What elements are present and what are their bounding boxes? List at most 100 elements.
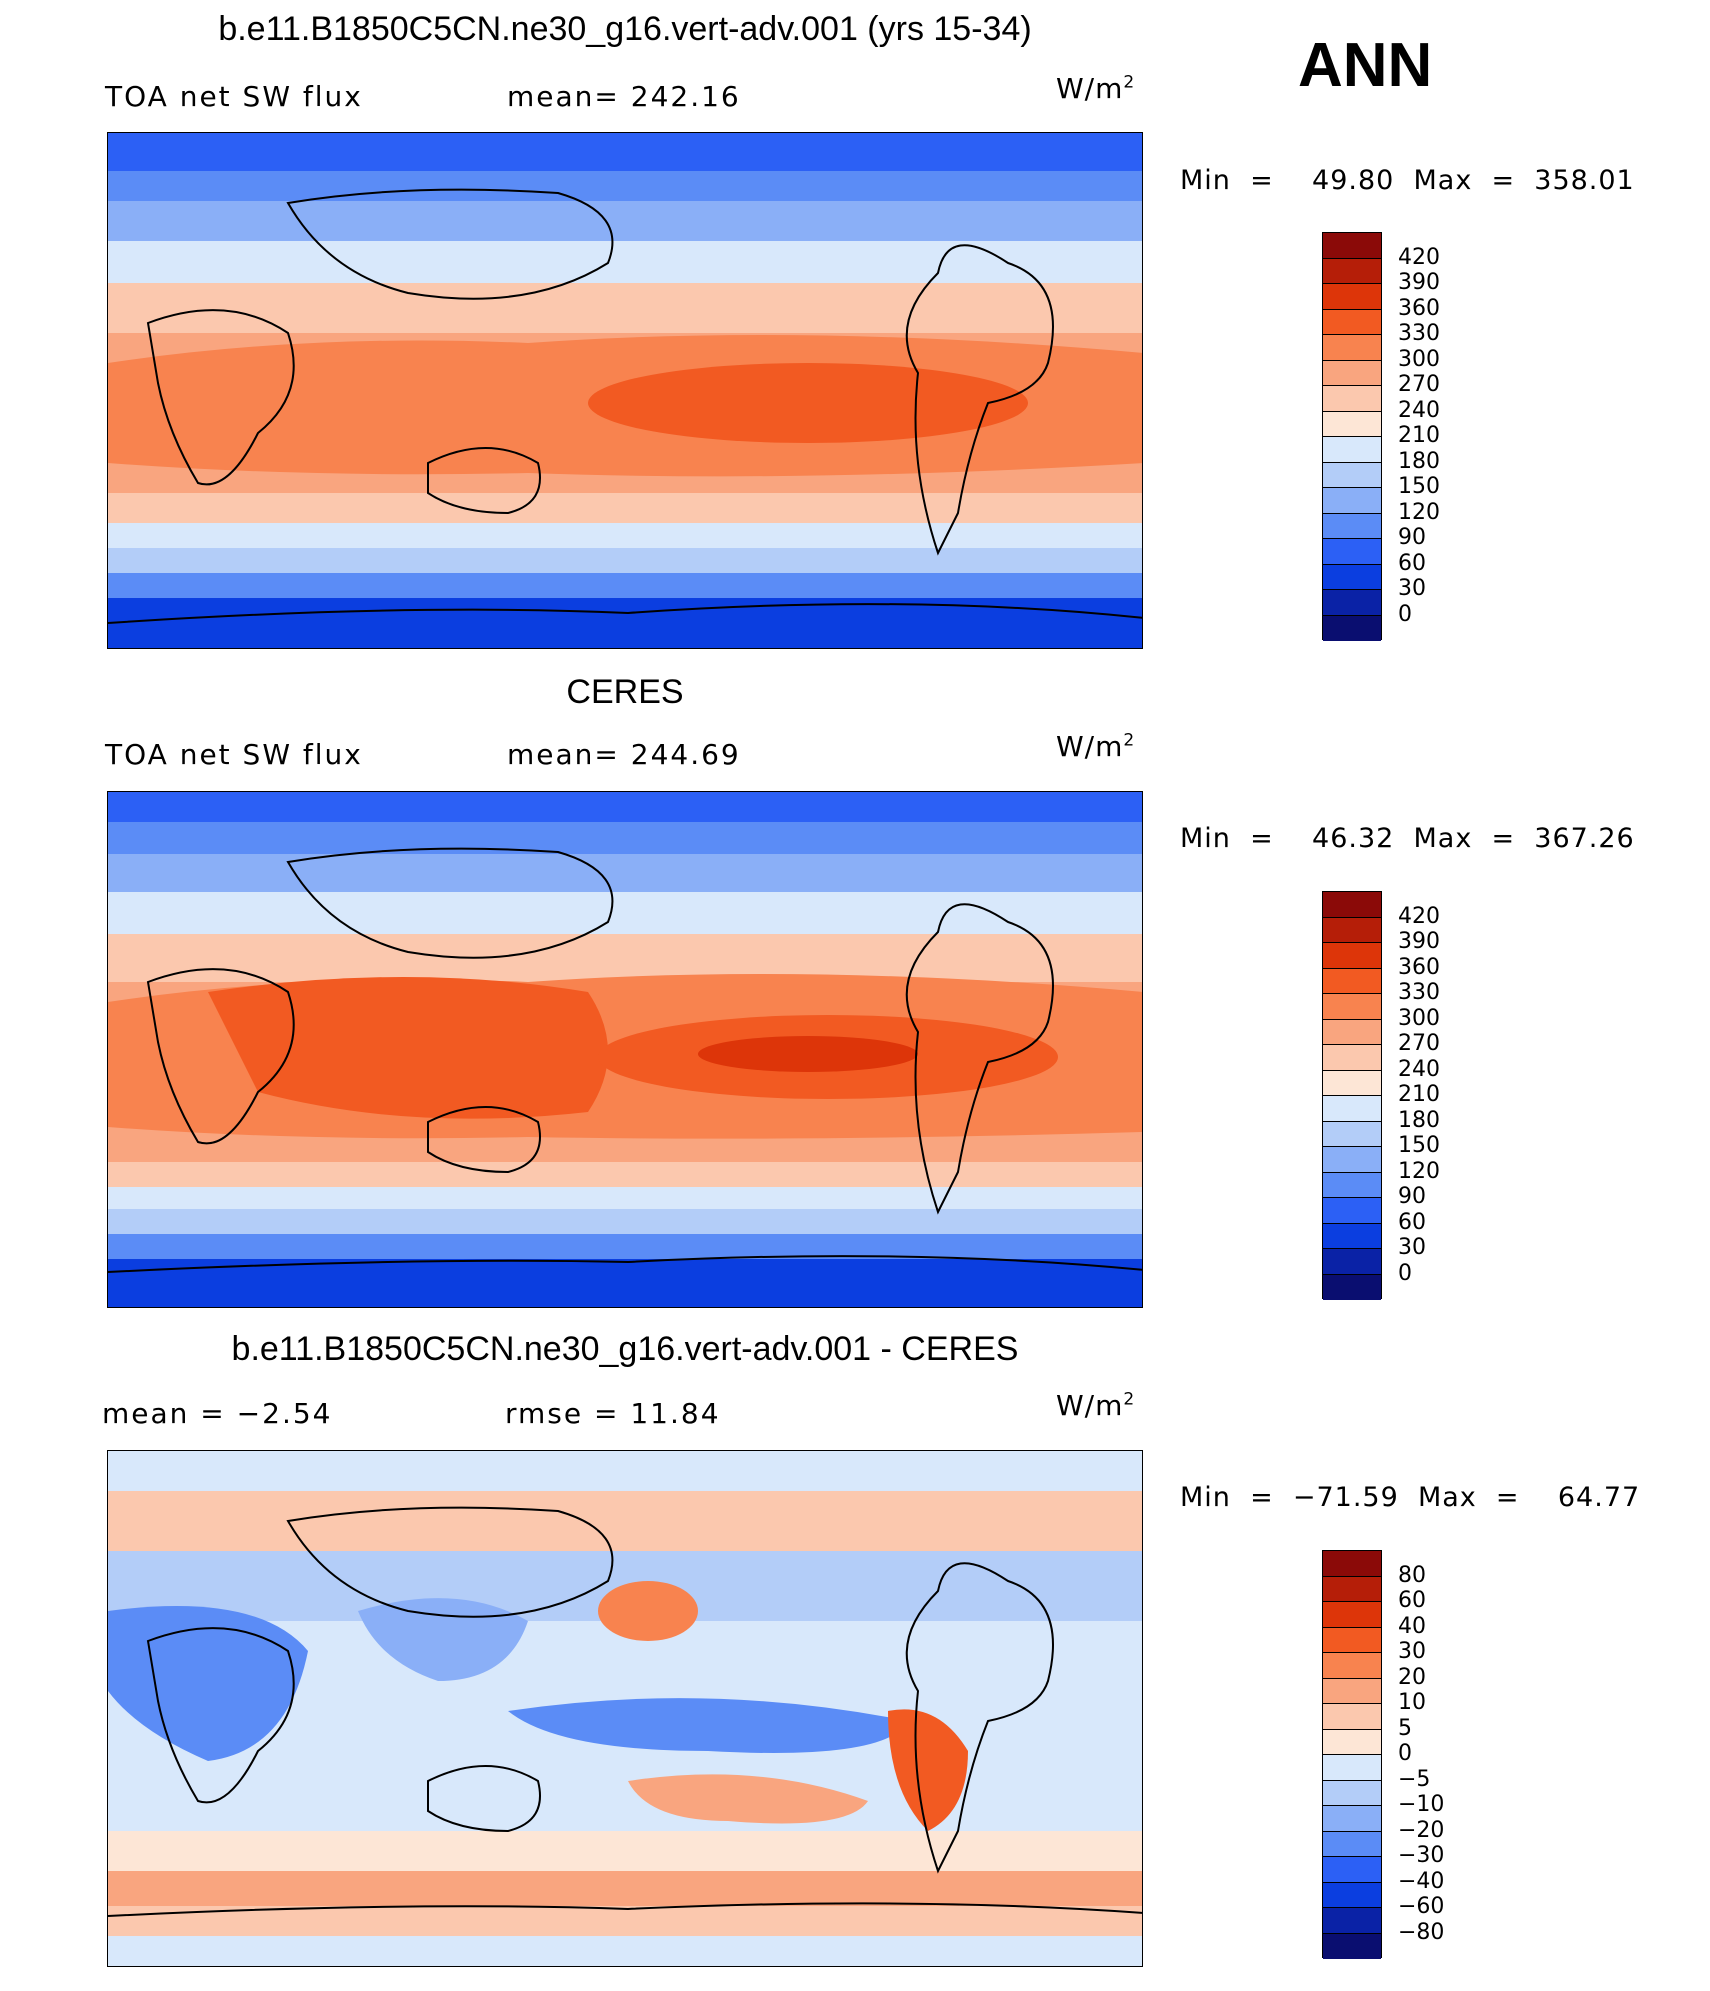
colorbar-swatch	[1323, 1857, 1381, 1883]
panel-2-units: W/m2	[1056, 730, 1136, 763]
colorbar-swatch	[1323, 513, 1381, 539]
colorbar-swatch	[1323, 233, 1381, 259]
colorbar-swatch	[1323, 994, 1381, 1020]
colorbar-swatch	[1323, 917, 1381, 943]
colorbar-tick-label: 420	[1398, 244, 1440, 270]
colorbar-tick-label: −80	[1398, 1919, 1445, 1945]
colorbar-tick-label: 210	[1398, 423, 1440, 448]
colorbar-swatch	[1323, 1121, 1381, 1147]
colorbar-swatch	[1323, 1678, 1381, 1704]
colorbar-tick-label: 120	[1398, 1158, 1440, 1184]
colorbar-swatch	[1323, 1551, 1381, 1577]
colorbar-swatch	[1323, 564, 1381, 590]
colorbar-tick-label: 330	[1398, 321, 1440, 346]
colorbar-tick-label: 180	[1398, 1107, 1440, 1133]
panel-1-title: b.e11.B1850C5CN.ne30_g16.vert-adv.001 (y…	[218, 10, 1032, 48]
panel-1-mean-label: mean= 242.16	[507, 80, 741, 113]
colorbar-tick-label: 390	[1398, 270, 1440, 295]
colorbar-swatch	[1323, 1249, 1381, 1275]
panel-1-contour-map	[108, 133, 1142, 648]
colorbar-tick-label: 180	[1398, 448, 1440, 474]
colorbar-tick-label: 300	[1398, 346, 1440, 372]
panel-1-colorbar-swatches	[1322, 232, 1382, 641]
colorbar-swatch	[1323, 1019, 1381, 1045]
colorbar-tick-label: −5	[1398, 1766, 1431, 1792]
colorbar-swatch	[1323, 1198, 1381, 1224]
colorbar-swatch	[1323, 437, 1381, 463]
colorbar-swatch	[1323, 892, 1381, 918]
colorbar-swatch	[1323, 1627, 1381, 1653]
colorbar-tick-label: 120	[1398, 499, 1440, 525]
colorbar-swatch	[1323, 1576, 1381, 1602]
colorbar-swatch	[1323, 1172, 1381, 1198]
panel-3-contour-map	[108, 1451, 1142, 1966]
colorbar-tick-label: 30	[1398, 576, 1426, 601]
colorbar-tick-label: 150	[1398, 474, 1440, 499]
panel-1-minmax: Min = 49.80 Max = 358.01	[1180, 165, 1635, 196]
panel-1-units: W/m2	[1056, 72, 1136, 105]
colorbar-tick-label: 30	[1398, 1235, 1426, 1260]
panel-2-mean-label: mean= 244.69	[507, 738, 741, 771]
colorbar-tick-label: 5	[1398, 1715, 1412, 1741]
colorbar-swatch	[1323, 968, 1381, 994]
colorbar-tick-label: 30	[1398, 1639, 1426, 1664]
colorbar-swatch	[1323, 411, 1381, 437]
colorbar-swatch	[1323, 1274, 1381, 1300]
colorbar-tick-label: −40	[1398, 1868, 1445, 1894]
colorbar-swatch	[1323, 1147, 1381, 1173]
panel-2-title: CERES	[566, 673, 684, 711]
colorbar-swatch	[1323, 615, 1381, 641]
panel-3-rmse-label: rmse = 11.84	[505, 1397, 721, 1430]
colorbar-tick-label: 360	[1398, 295, 1440, 321]
colorbar-swatch	[1323, 1070, 1381, 1096]
panel-2-minmax: Min = 46.32 Max = 367.26	[1180, 823, 1635, 854]
season-label: ANN	[1298, 31, 1433, 100]
colorbar-swatch	[1323, 590, 1381, 616]
colorbar-swatch	[1323, 1223, 1381, 1249]
colorbar-swatch	[1323, 1096, 1381, 1122]
colorbar-swatch	[1323, 309, 1381, 335]
colorbar-tick-label: 240	[1398, 1056, 1440, 1082]
colorbar-swatch	[1323, 360, 1381, 386]
colorbar-swatch	[1323, 1045, 1381, 1071]
panel-3-title: b.e11.B1850C5CN.ne30_g16.vert-adv.001 - …	[231, 1330, 1019, 1368]
panel-2-variable-label: TOA net SW flux	[105, 738, 363, 771]
colorbar-swatch	[1323, 386, 1381, 412]
colorbar-tick-label: 210	[1398, 1082, 1440, 1107]
colorbar-swatch	[1323, 1755, 1381, 1781]
colorbar-tick-label: 390	[1398, 929, 1440, 954]
panel-3-map	[107, 1450, 1143, 1967]
colorbar-swatch	[1323, 1806, 1381, 1832]
colorbar-swatch	[1323, 335, 1381, 361]
colorbar-tick-label: 60	[1398, 550, 1426, 576]
colorbar-tick-label: 330	[1398, 980, 1440, 1005]
colorbar-tick-label: 420	[1398, 903, 1440, 929]
colorbar-swatch	[1323, 258, 1381, 284]
colorbar-tick-label: 0	[1398, 1741, 1412, 1766]
colorbar-swatch	[1323, 462, 1381, 488]
colorbar-tick-label: 0	[1398, 1260, 1412, 1286]
panel-2-map	[107, 791, 1143, 1308]
colorbar-swatch	[1323, 1882, 1381, 1908]
colorbar-swatch	[1323, 284, 1381, 310]
colorbar-swatch	[1323, 1908, 1381, 1934]
colorbar-tick-label: 60	[1398, 1209, 1426, 1235]
colorbar-tick-label: 90	[1398, 1184, 1426, 1209]
colorbar-tick-label: 40	[1398, 1613, 1426, 1639]
colorbar-swatch	[1323, 1933, 1381, 1959]
panel-3-units: W/m2	[1056, 1389, 1136, 1422]
panel-2-colorbar-swatches	[1322, 891, 1382, 1300]
colorbar-tick-label: −10	[1398, 1792, 1445, 1817]
colorbar-tick-label: 150	[1398, 1133, 1440, 1158]
panel-3-colorbar-swatches	[1322, 1550, 1382, 1959]
panel-2-contour-map	[108, 792, 1142, 1307]
colorbar-tick-label: 360	[1398, 954, 1440, 980]
colorbar-tick-label: 20	[1398, 1664, 1426, 1690]
colorbar-swatch	[1323, 1831, 1381, 1857]
panel-1-variable-label: TOA net SW flux	[105, 80, 363, 113]
colorbar-swatch	[1323, 1780, 1381, 1806]
colorbar-tick-label: 10	[1398, 1690, 1426, 1715]
colorbar-tick-label: 60	[1398, 1588, 1426, 1613]
colorbar-tick-label: −30	[1398, 1843, 1445, 1868]
colorbar-swatch	[1323, 488, 1381, 514]
